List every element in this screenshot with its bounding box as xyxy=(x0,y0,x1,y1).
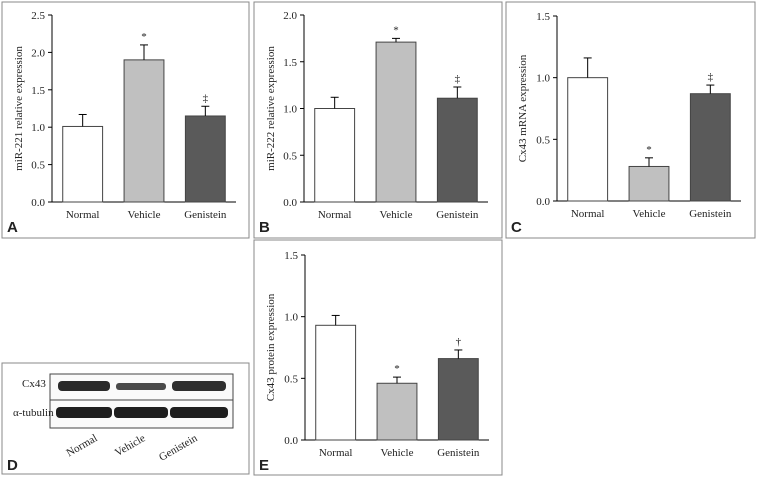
significance-marker: † xyxy=(456,336,462,348)
panel-frame xyxy=(505,1,756,239)
y-tick-label: 1.5 xyxy=(283,57,297,69)
blot-row-label: α-tubulin xyxy=(13,407,54,419)
panel-label: D xyxy=(7,457,18,474)
blot-band xyxy=(58,381,110,391)
y-tick-label: 2.0 xyxy=(31,47,45,59)
panel-label: A xyxy=(7,219,18,236)
bar xyxy=(62,125,104,203)
bar xyxy=(689,93,731,202)
panel-frame xyxy=(1,362,250,475)
y-axis-label: Cx43 mRNA expression xyxy=(517,54,529,162)
bar xyxy=(628,165,670,202)
panel-frame xyxy=(253,239,503,476)
bar xyxy=(184,115,226,203)
bar xyxy=(314,108,356,203)
bar xyxy=(436,97,478,203)
bar xyxy=(376,382,418,441)
blot-lane-label: Vehicle xyxy=(113,432,148,459)
y-tick-label: 1.5 xyxy=(284,250,298,262)
significance-marker: * xyxy=(646,144,652,156)
blot-band xyxy=(116,383,166,390)
y-tick-label: 0.5 xyxy=(536,134,550,146)
x-tick-label: Vehicle xyxy=(380,209,413,221)
x-tick-label: Genistein xyxy=(184,209,227,221)
panel-label: C xyxy=(511,219,522,236)
y-tick-label: 0.5 xyxy=(283,150,297,162)
bar xyxy=(567,77,609,202)
x-tick-label: Normal xyxy=(319,447,353,459)
bar xyxy=(375,41,417,203)
x-tick-label: Genistein xyxy=(436,209,479,221)
significance-marker: ‡ xyxy=(455,73,461,85)
x-tick-label: Vehicle xyxy=(381,447,414,459)
x-tick-label: Normal xyxy=(318,209,352,221)
panel-frame xyxy=(253,1,503,239)
panel-label: B xyxy=(259,219,270,236)
x-tick-label: Genistein xyxy=(689,208,732,220)
y-tick-label: 1.5 xyxy=(31,85,45,97)
y-tick-label: 2.5 xyxy=(31,10,45,22)
y-tick-label: 1.0 xyxy=(284,312,298,324)
blot-band xyxy=(56,407,112,418)
y-tick-label: 1.0 xyxy=(283,104,297,116)
y-tick-label: 0.5 xyxy=(284,373,298,385)
y-tick-label: 1.5 xyxy=(536,11,550,23)
y-tick-label: 0.0 xyxy=(31,197,45,209)
y-tick-label: 1.0 xyxy=(536,73,550,85)
x-tick-label: Vehicle xyxy=(128,209,161,221)
x-tick-label: Normal xyxy=(66,209,100,221)
significance-marker: ‡ xyxy=(203,92,209,104)
y-tick-label: 0.0 xyxy=(283,197,297,209)
panel-label: E xyxy=(259,457,269,474)
y-axis-label: Cx43 protein expression xyxy=(265,293,277,401)
blot-band xyxy=(172,381,226,391)
panel-frame xyxy=(1,1,250,239)
y-tick-label: 0.5 xyxy=(31,160,45,172)
x-tick-label: Vehicle xyxy=(633,208,666,220)
significance-marker: ‡ xyxy=(708,71,714,83)
blot-band xyxy=(170,407,228,418)
y-tick-label: 1.0 xyxy=(31,122,45,134)
y-tick-label: 2.0 xyxy=(283,10,297,22)
y-axis-label: miR-222 relative expression xyxy=(265,46,277,171)
y-tick-label: 0.0 xyxy=(536,196,550,208)
bar xyxy=(315,324,357,441)
y-tick-label: 0.0 xyxy=(284,435,298,447)
significance-marker: * xyxy=(393,24,399,36)
blot-lane-label: Normal xyxy=(64,432,99,459)
significance-marker: * xyxy=(394,363,400,375)
bar xyxy=(437,358,479,441)
bar xyxy=(123,59,165,203)
blot-row-label: Cx43 xyxy=(22,378,46,390)
significance-marker: * xyxy=(141,31,147,43)
x-tick-label: Normal xyxy=(571,208,605,220)
blot-lane-label: Genistein xyxy=(157,432,200,464)
blot-band xyxy=(114,407,168,418)
x-tick-label: Genistein xyxy=(437,447,480,459)
y-axis-label: miR-221 relative expression xyxy=(13,46,25,171)
